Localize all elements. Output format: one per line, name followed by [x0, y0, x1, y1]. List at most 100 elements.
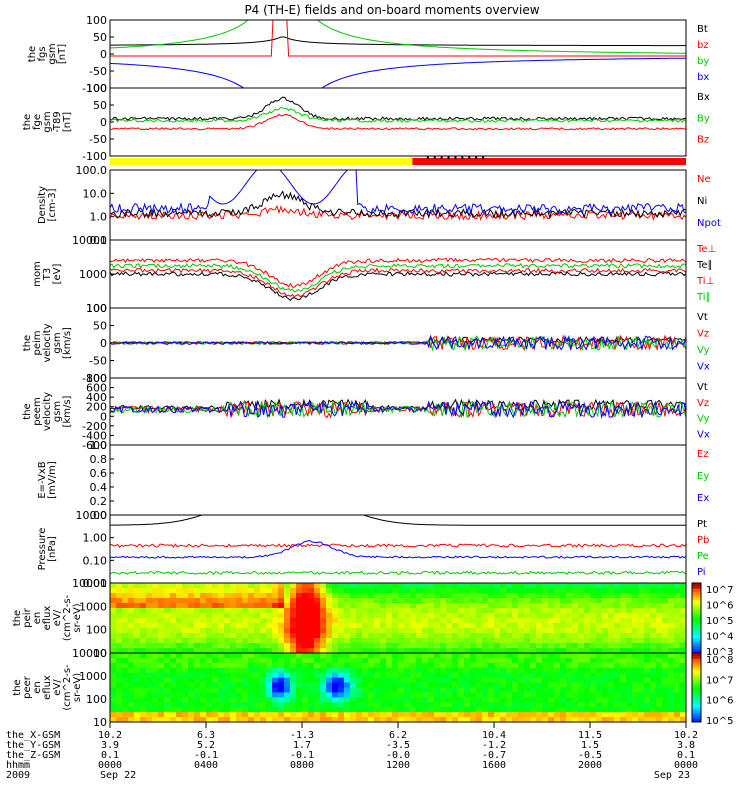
heatmap-cell	[596, 593, 603, 599]
heatmap-cell	[134, 702, 141, 708]
heatmap-cell	[194, 623, 201, 629]
heatmap-cell	[242, 697, 249, 703]
heatmap-cell	[410, 682, 417, 689]
heatmap-cell	[644, 608, 651, 614]
heatmap-cell	[548, 717, 555, 722]
heatmap-cell	[668, 692, 675, 698]
heatmap-cell	[260, 648, 267, 653]
heatmap-cell	[266, 702, 273, 708]
heatmap-cell	[416, 588, 423, 594]
heatmap-cell	[470, 702, 477, 708]
heatmap-cell	[332, 638, 339, 644]
heatmap-cell	[122, 628, 129, 634]
heatmap-cell	[164, 603, 171, 609]
heatmap-cell	[404, 653, 411, 659]
heatmap-cell	[548, 603, 555, 609]
heatmap-cell	[308, 583, 315, 589]
heatmap-cell	[518, 717, 525, 722]
heatmap-cell	[416, 623, 423, 629]
heatmap-cell	[506, 682, 513, 689]
heatmap-cell	[398, 712, 405, 718]
heatmap-cell	[344, 697, 351, 703]
heatmap-cell	[650, 667, 657, 674]
y-axis-label: [mV/m]	[47, 461, 58, 499]
heatmap-cell	[536, 702, 543, 708]
heatmap-cell	[278, 633, 285, 639]
heatmap-cell	[446, 702, 453, 708]
heatmap-cell	[302, 618, 309, 624]
heatmap-cell	[200, 613, 207, 619]
heatmap-cell	[560, 697, 567, 703]
heatmap-cell	[128, 653, 135, 659]
heatmap-cell	[566, 618, 573, 624]
heatmap-cell	[626, 657, 633, 664]
heatmap-cell	[398, 618, 405, 624]
heatmap-cell	[524, 697, 531, 703]
heatmap-cell	[464, 677, 471, 684]
heatmap-cell	[608, 643, 615, 649]
heatmap-cell	[176, 653, 183, 659]
heatmap-cell	[158, 692, 165, 698]
heatmap-cell	[518, 608, 525, 614]
y-axis-label: eV/	[52, 609, 63, 626]
colorbar-step	[692, 615, 701, 619]
heatmap-cell	[368, 717, 375, 722]
heatmap-cell	[578, 687, 585, 694]
heatmap-cell	[644, 593, 651, 599]
heatmap-cell	[284, 593, 291, 599]
heatmap-cell	[440, 623, 447, 629]
heatmap-cell	[350, 657, 357, 664]
heatmap-cell	[590, 682, 597, 689]
heatmap-cell	[272, 638, 279, 644]
heatmap-cell	[236, 638, 243, 644]
heatmap-cell	[224, 583, 231, 589]
heatmap-cell	[374, 702, 381, 708]
heatmap-cell	[386, 697, 393, 703]
heatmap-cell	[158, 593, 165, 599]
heatmap-cell	[476, 662, 483, 669]
heatmap-cell	[362, 638, 369, 644]
heatmap-cell	[434, 618, 441, 624]
heatmap-cell	[596, 633, 603, 639]
heatmap-cell	[482, 638, 489, 644]
heatmap-cell	[644, 588, 651, 594]
heatmap-cell	[680, 687, 686, 694]
heatmap-cell	[380, 667, 387, 674]
heatmap-cell	[476, 633, 483, 639]
heatmap-cell	[518, 643, 525, 649]
colorbar-label: 10^6	[706, 696, 733, 707]
heatmap-cell	[554, 672, 561, 679]
heatmap-cell	[590, 702, 597, 708]
heatmap-cell	[380, 643, 387, 649]
heatmap-cell	[608, 692, 615, 698]
heatmap-cell	[392, 588, 399, 594]
series-pb	[110, 543, 686, 548]
heatmap-cell	[632, 717, 639, 722]
heatmap-cell	[290, 593, 297, 599]
heatmap-cell	[116, 682, 123, 689]
y-axis-label: eflux	[42, 675, 53, 700]
heatmap-cell	[212, 692, 219, 698]
heatmap-cell	[122, 613, 129, 619]
heatmap-cell	[410, 588, 417, 594]
mode-bar-tick	[475, 156, 478, 159]
heatmap-cell	[320, 603, 327, 609]
heatmap-cell	[650, 692, 657, 698]
heatmap-cell	[332, 603, 339, 609]
heatmap-cell	[278, 648, 285, 653]
heatmap-cell	[638, 598, 645, 604]
heatmap-cell	[218, 662, 225, 669]
heatmap-cell	[182, 628, 189, 634]
heatmap-cell	[434, 653, 441, 659]
heatmap-cell	[470, 692, 477, 698]
heatmap-cell	[428, 662, 435, 669]
series-vx	[110, 399, 686, 420]
heatmap-cell	[332, 593, 339, 599]
heatmap-cell	[446, 633, 453, 639]
heatmap-cell	[212, 643, 219, 649]
heatmap-cell	[140, 667, 147, 674]
heatmap-cell	[572, 608, 579, 614]
heatmap-cell	[434, 692, 441, 698]
heatmap-cell	[398, 583, 405, 589]
heatmap-cell	[524, 608, 531, 614]
